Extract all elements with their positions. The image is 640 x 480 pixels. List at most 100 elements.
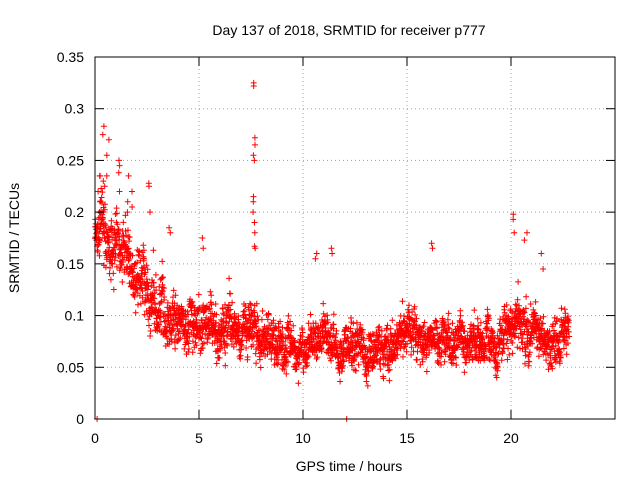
- data-point: [350, 320, 357, 327]
- data-point: [389, 317, 396, 324]
- data-point: [109, 261, 116, 267]
- data-point: [411, 303, 418, 310]
- data-point: [102, 264, 109, 271]
- data-point: [143, 262, 150, 269]
- data-point: [468, 347, 475, 354]
- data-point: [510, 216, 517, 223]
- data-point: [377, 366, 384, 373]
- data-point: [253, 323, 260, 330]
- data-point: [98, 185, 105, 192]
- data-point: [113, 210, 120, 217]
- data-point: [178, 303, 185, 310]
- data-point: [229, 299, 236, 306]
- y-tick-label: 0: [76, 411, 84, 427]
- data-point: [255, 332, 261, 339]
- data-point: [146, 322, 152, 329]
- data-point: [556, 346, 563, 353]
- data-point: [504, 356, 511, 363]
- data-point: [110, 270, 117, 277]
- data-point: [529, 340, 536, 347]
- data-point: [461, 328, 468, 335]
- data-point: [99, 189, 106, 196]
- data-point: [115, 226, 122, 233]
- data-point: [197, 334, 204, 341]
- x-tick-label: 15: [399, 430, 415, 446]
- data-point: [251, 157, 258, 164]
- data-point: [392, 355, 399, 362]
- data-point: [314, 354, 321, 361]
- data-point: [206, 305, 213, 312]
- data-point: [224, 329, 231, 336]
- data-point: [448, 359, 455, 366]
- data-point: [406, 302, 412, 309]
- data-point: [221, 325, 228, 332]
- data-point: [247, 300, 253, 307]
- data-point: [526, 358, 533, 365]
- data-point: [200, 340, 207, 347]
- data-point: [400, 353, 406, 360]
- data-point: [212, 301, 219, 307]
- data-point: [460, 348, 467, 355]
- data-point: [257, 364, 264, 371]
- x-tick-label: 10: [295, 430, 311, 446]
- data-point: [124, 209, 131, 216]
- data-point: [282, 362, 289, 369]
- data-point: [377, 355, 384, 362]
- data-point: [412, 311, 419, 318]
- data-point: [357, 321, 364, 328]
- data-point: [231, 310, 238, 317]
- data-point: [259, 308, 266, 314]
- data-point: [118, 261, 125, 268]
- data-point: [560, 345, 567, 352]
- data-point: [433, 318, 440, 325]
- data-point: [251, 229, 258, 236]
- data-point: [189, 299, 196, 305]
- data-point: [337, 378, 344, 385]
- data-point: [357, 349, 364, 356]
- data-point: [207, 288, 214, 295]
- data-point: [347, 325, 354, 332]
- data-point: [107, 276, 114, 283]
- data-point: [360, 335, 367, 342]
- data-point: [227, 290, 234, 297]
- data-point: [108, 260, 115, 267]
- data-point: [124, 265, 131, 272]
- data-point: [144, 279, 151, 286]
- data-point: [438, 349, 445, 356]
- data-point: [135, 301, 141, 308]
- data-point: [97, 214, 104, 221]
- data-point: [125, 227, 131, 234]
- y-tick-label: 0.15: [57, 256, 84, 272]
- data-point: [167, 229, 174, 236]
- data-point: [504, 336, 511, 343]
- data-point: [172, 345, 179, 352]
- plot-border: [94, 56, 616, 420]
- data-point: [482, 345, 489, 352]
- data-point: [330, 321, 337, 328]
- data-point: [486, 356, 493, 362]
- data-point: [107, 264, 113, 271]
- data-point: [235, 316, 242, 323]
- data-point: [470, 323, 477, 330]
- data-point: [484, 306, 491, 313]
- data-point: [291, 344, 298, 351]
- data-point: [136, 248, 143, 255]
- data-point: [226, 302, 232, 309]
- data-point: [141, 255, 147, 262]
- data-point: [145, 180, 152, 187]
- y-tick-label: 0.25: [57, 152, 84, 168]
- data-point: [438, 361, 444, 368]
- data-point: [151, 295, 158, 302]
- data-point: [463, 359, 470, 366]
- data-point: [226, 275, 233, 282]
- grid: [95, 57, 615, 419]
- data-point: [515, 278, 522, 285]
- ticks: 0 0.05 0.1 0.15 0.2 0.25 0.3 0.35 0 5 10 15 20: [57, 49, 615, 446]
- data-point: [487, 357, 493, 364]
- data-point: [160, 285, 167, 292]
- data-point: [320, 300, 327, 307]
- data-point: [244, 320, 251, 327]
- data-point: [113, 237, 120, 244]
- data-point: [141, 311, 148, 318]
- y-tick-label: 0.3: [65, 101, 85, 117]
